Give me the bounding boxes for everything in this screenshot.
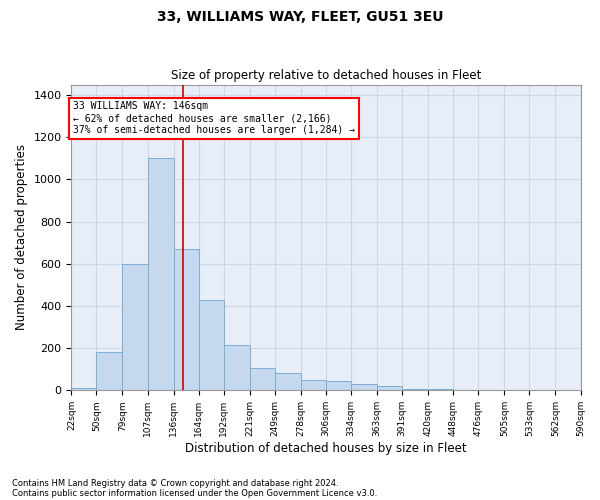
Text: 33, WILLIAMS WAY, FLEET, GU51 3EU: 33, WILLIAMS WAY, FLEET, GU51 3EU — [157, 10, 443, 24]
Text: 33 WILLIAMS WAY: 146sqm
← 62% of detached houses are smaller (2,166)
37% of semi: 33 WILLIAMS WAY: 146sqm ← 62% of detache… — [73, 102, 355, 134]
Bar — [301, 380, 326, 390]
Bar — [71, 388, 97, 390]
X-axis label: Distribution of detached houses by size in Fleet: Distribution of detached houses by size … — [185, 442, 467, 455]
Bar — [377, 386, 402, 390]
Bar — [97, 352, 122, 391]
Text: Contains public sector information licensed under the Open Government Licence v3: Contains public sector information licen… — [12, 488, 377, 498]
Bar — [122, 264, 148, 390]
Y-axis label: Number of detached properties: Number of detached properties — [15, 144, 28, 330]
Bar — [351, 384, 377, 390]
Bar — [275, 374, 301, 390]
Title: Size of property relative to detached houses in Fleet: Size of property relative to detached ho… — [171, 69, 481, 82]
Bar — [148, 158, 173, 390]
Bar — [224, 345, 250, 391]
Bar — [326, 381, 351, 390]
Bar — [250, 368, 275, 390]
Text: Contains HM Land Registry data © Crown copyright and database right 2024.: Contains HM Land Registry data © Crown c… — [12, 478, 338, 488]
Bar — [199, 300, 224, 390]
Bar — [173, 249, 199, 390]
